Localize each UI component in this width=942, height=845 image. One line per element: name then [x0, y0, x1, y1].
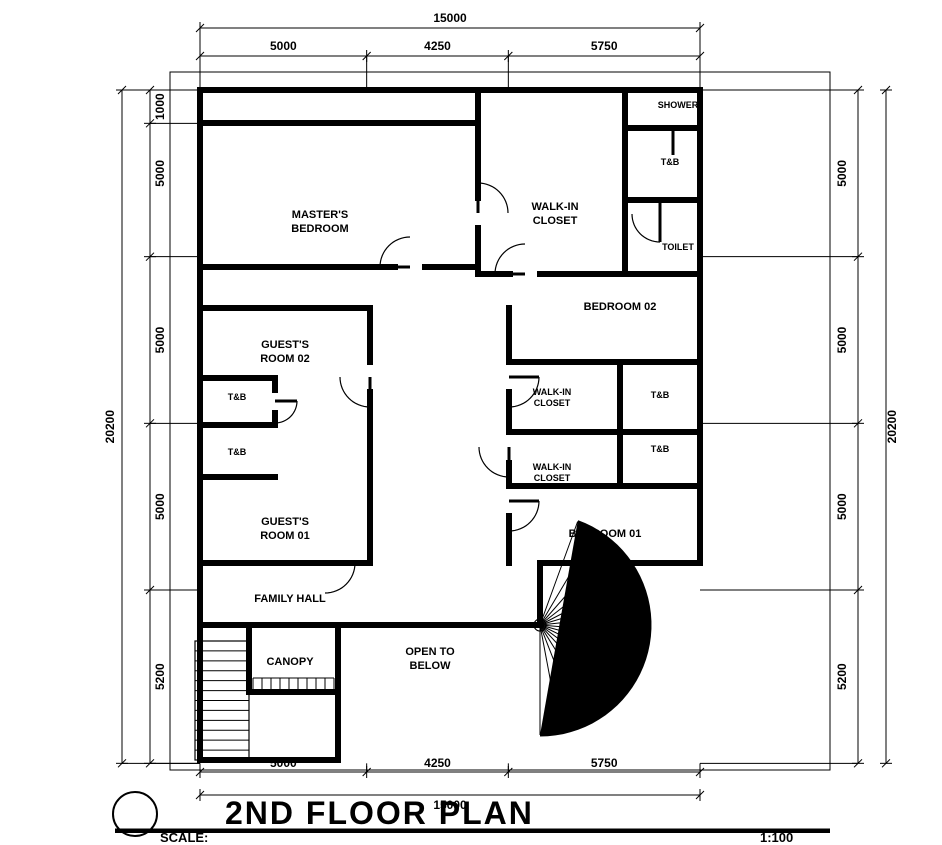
svg-text:5200: 5200	[153, 663, 167, 690]
svg-text:BELOW: BELOW	[410, 660, 452, 672]
svg-text:5000: 5000	[153, 326, 167, 353]
svg-text:CLOSET: CLOSET	[534, 473, 571, 483]
svg-text:5000: 5000	[835, 326, 849, 353]
svg-text:GUEST'S: GUEST'S	[261, 516, 309, 528]
svg-text:BEDROOM 02: BEDROOM 02	[584, 301, 657, 313]
svg-text:SHOWER: SHOWER	[658, 100, 699, 110]
svg-text:CANOPY: CANOPY	[266, 656, 314, 668]
svg-text:20200: 20200	[885, 410, 899, 444]
scale-label: SCALE:	[160, 830, 208, 845]
svg-text:BEDROOM: BEDROOM	[291, 223, 348, 235]
svg-text:T&B: T&B	[651, 444, 670, 454]
svg-text:OPEN TO: OPEN TO	[405, 646, 455, 658]
svg-text:CLOSET: CLOSET	[533, 215, 578, 227]
svg-text:4250: 4250	[424, 756, 451, 770]
floor-plan-diagram: 1500050004250575050004250575015000202001…	[0, 0, 942, 845]
svg-text:TOILET: TOILET	[662, 242, 694, 252]
svg-text:T&B: T&B	[228, 447, 247, 457]
svg-text:5200: 5200	[835, 663, 849, 690]
svg-text:FAMILY HALL: FAMILY HALL	[254, 593, 326, 605]
svg-text:1000: 1000	[153, 93, 167, 120]
svg-text:15000: 15000	[433, 11, 467, 25]
svg-text:MASTER'S: MASTER'S	[292, 209, 348, 221]
svg-text:ROOM 01: ROOM 01	[260, 530, 310, 542]
svg-text:ROOM 02: ROOM 02	[260, 353, 310, 365]
plan-title: 2ND FLOOR PLAN	[225, 795, 534, 831]
svg-text:WALK-IN: WALK-IN	[531, 201, 578, 213]
svg-text:20200: 20200	[103, 410, 117, 444]
svg-text:T&B: T&B	[661, 157, 680, 167]
svg-text:WALK-IN: WALK-IN	[533, 462, 572, 472]
svg-text:T&B: T&B	[651, 390, 670, 400]
svg-text:GUEST'S: GUEST'S	[261, 339, 309, 351]
svg-text:T&B: T&B	[228, 392, 247, 402]
svg-text:WALK-IN: WALK-IN	[533, 387, 572, 397]
svg-text:BEDROOM 01: BEDROOM 01	[569, 528, 642, 540]
svg-text:4250: 4250	[424, 39, 451, 53]
svg-text:5000: 5000	[153, 160, 167, 187]
svg-text:5750: 5750	[591, 39, 618, 53]
svg-text:5000: 5000	[835, 160, 849, 187]
svg-text:CLOSET: CLOSET	[534, 398, 571, 408]
svg-text:5000: 5000	[153, 493, 167, 520]
svg-text:5000: 5000	[835, 493, 849, 520]
svg-text:5750: 5750	[591, 756, 618, 770]
svg-text:5000: 5000	[270, 39, 297, 53]
scale-value: 1:100	[760, 830, 793, 845]
